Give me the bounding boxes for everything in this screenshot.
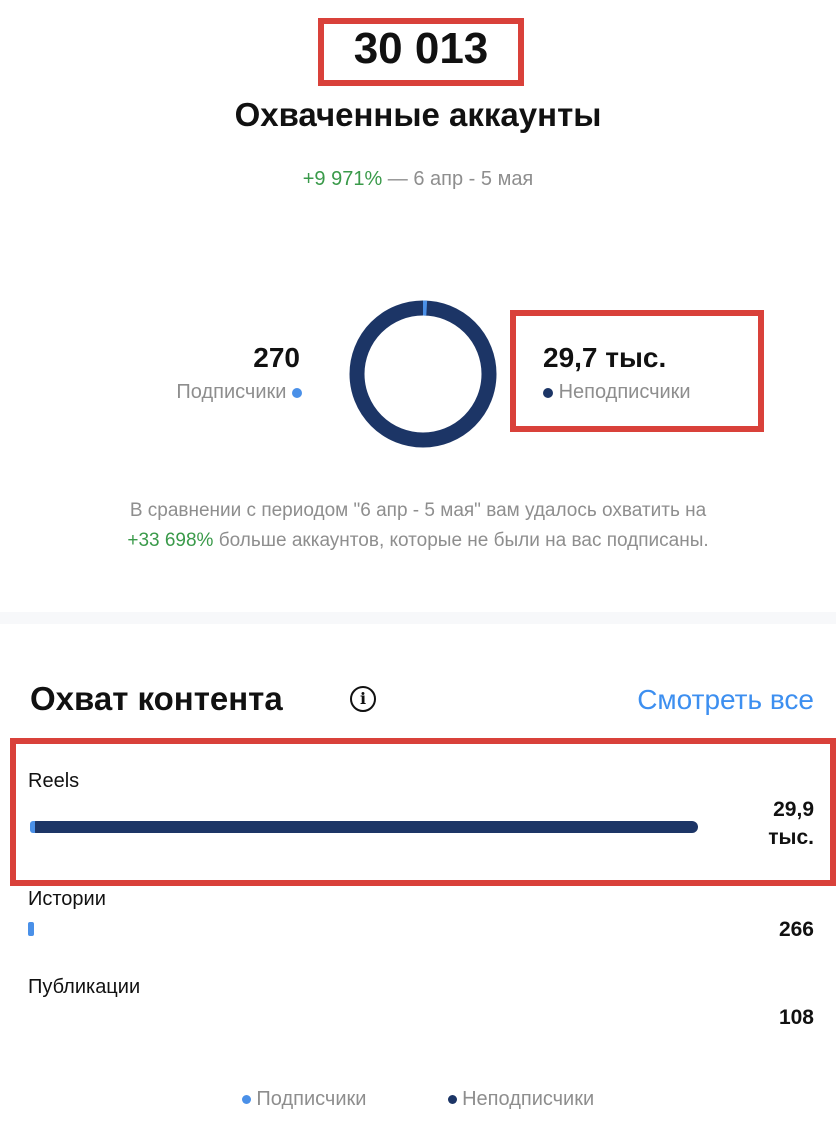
content-row-value: 266 [778, 918, 814, 941]
followers-value: 270 [253, 342, 300, 373]
comparison-text: В сравнении с периодом "6 апр - 5 мая" в… [20, 496, 816, 556]
content-row-label: Публикации [28, 976, 141, 998]
see-all-link[interactable]: Смотреть все [637, 684, 814, 715]
page-title: Охваченные аккаунты [234, 96, 602, 133]
nonfollowers-dot-icon [543, 387, 553, 398]
legend-nonfollowers-dot-icon [447, 1095, 457, 1105]
highlight-box-reels [10, 738, 836, 886]
content-row-value: 108 [778, 1006, 814, 1029]
content-bar-followers [28, 922, 34, 936]
highlight-box-total [318, 18, 524, 86]
content-row-label: Reels [28, 770, 80, 792]
comparison-before: В сравнении с периодом "6 апр - 5 мая" в… [129, 500, 707, 521]
highlight-box-nonfollowers [510, 310, 764, 432]
nonfollowers-ring [349, 300, 497, 448]
legend-nonfollowers: Неподписчики [462, 1088, 595, 1110]
legend-followers: Подписчики [256, 1088, 367, 1110]
content-row-label: Истории [28, 888, 106, 910]
content-bar-followers [30, 821, 35, 833]
followers-dot-icon [292, 387, 302, 398]
change-line: +9 971% — 6 апр - 5 мая [0, 168, 836, 191]
nonfollowers-label: Неподписчики [543, 381, 691, 404]
comparison-highlight: +33 698% [127, 530, 214, 551]
content-row-value: 29,9 тыс. [768, 798, 814, 849]
reach-donut-chart [349, 300, 497, 448]
content-bar-nonfollowers [30, 821, 698, 833]
legend-followers-dot-icon [241, 1095, 251, 1105]
change-percent: +9 971% [302, 168, 383, 190]
followers-segment [349, 300, 497, 448]
section-divider [0, 612, 836, 624]
nonfollowers-value: 29,7 тыс. [543, 342, 667, 373]
followers-label: Подписчики [60, 381, 302, 404]
content-reach-title: Охват контента [30, 680, 283, 717]
period: — 6 апр - 5 мая [387, 168, 534, 190]
comparison-after: больше аккаунтов, которые не были на вас… [218, 530, 709, 551]
followers-label-text: Подписчики [176, 381, 287, 403]
legend: Подписчики Неподписчики [0, 1088, 836, 1111]
total-reach-value: 30 013 [353, 24, 489, 73]
nonfollowers-label-text: Неподписчики [558, 381, 691, 403]
info-icon[interactable]: i [350, 686, 376, 712]
